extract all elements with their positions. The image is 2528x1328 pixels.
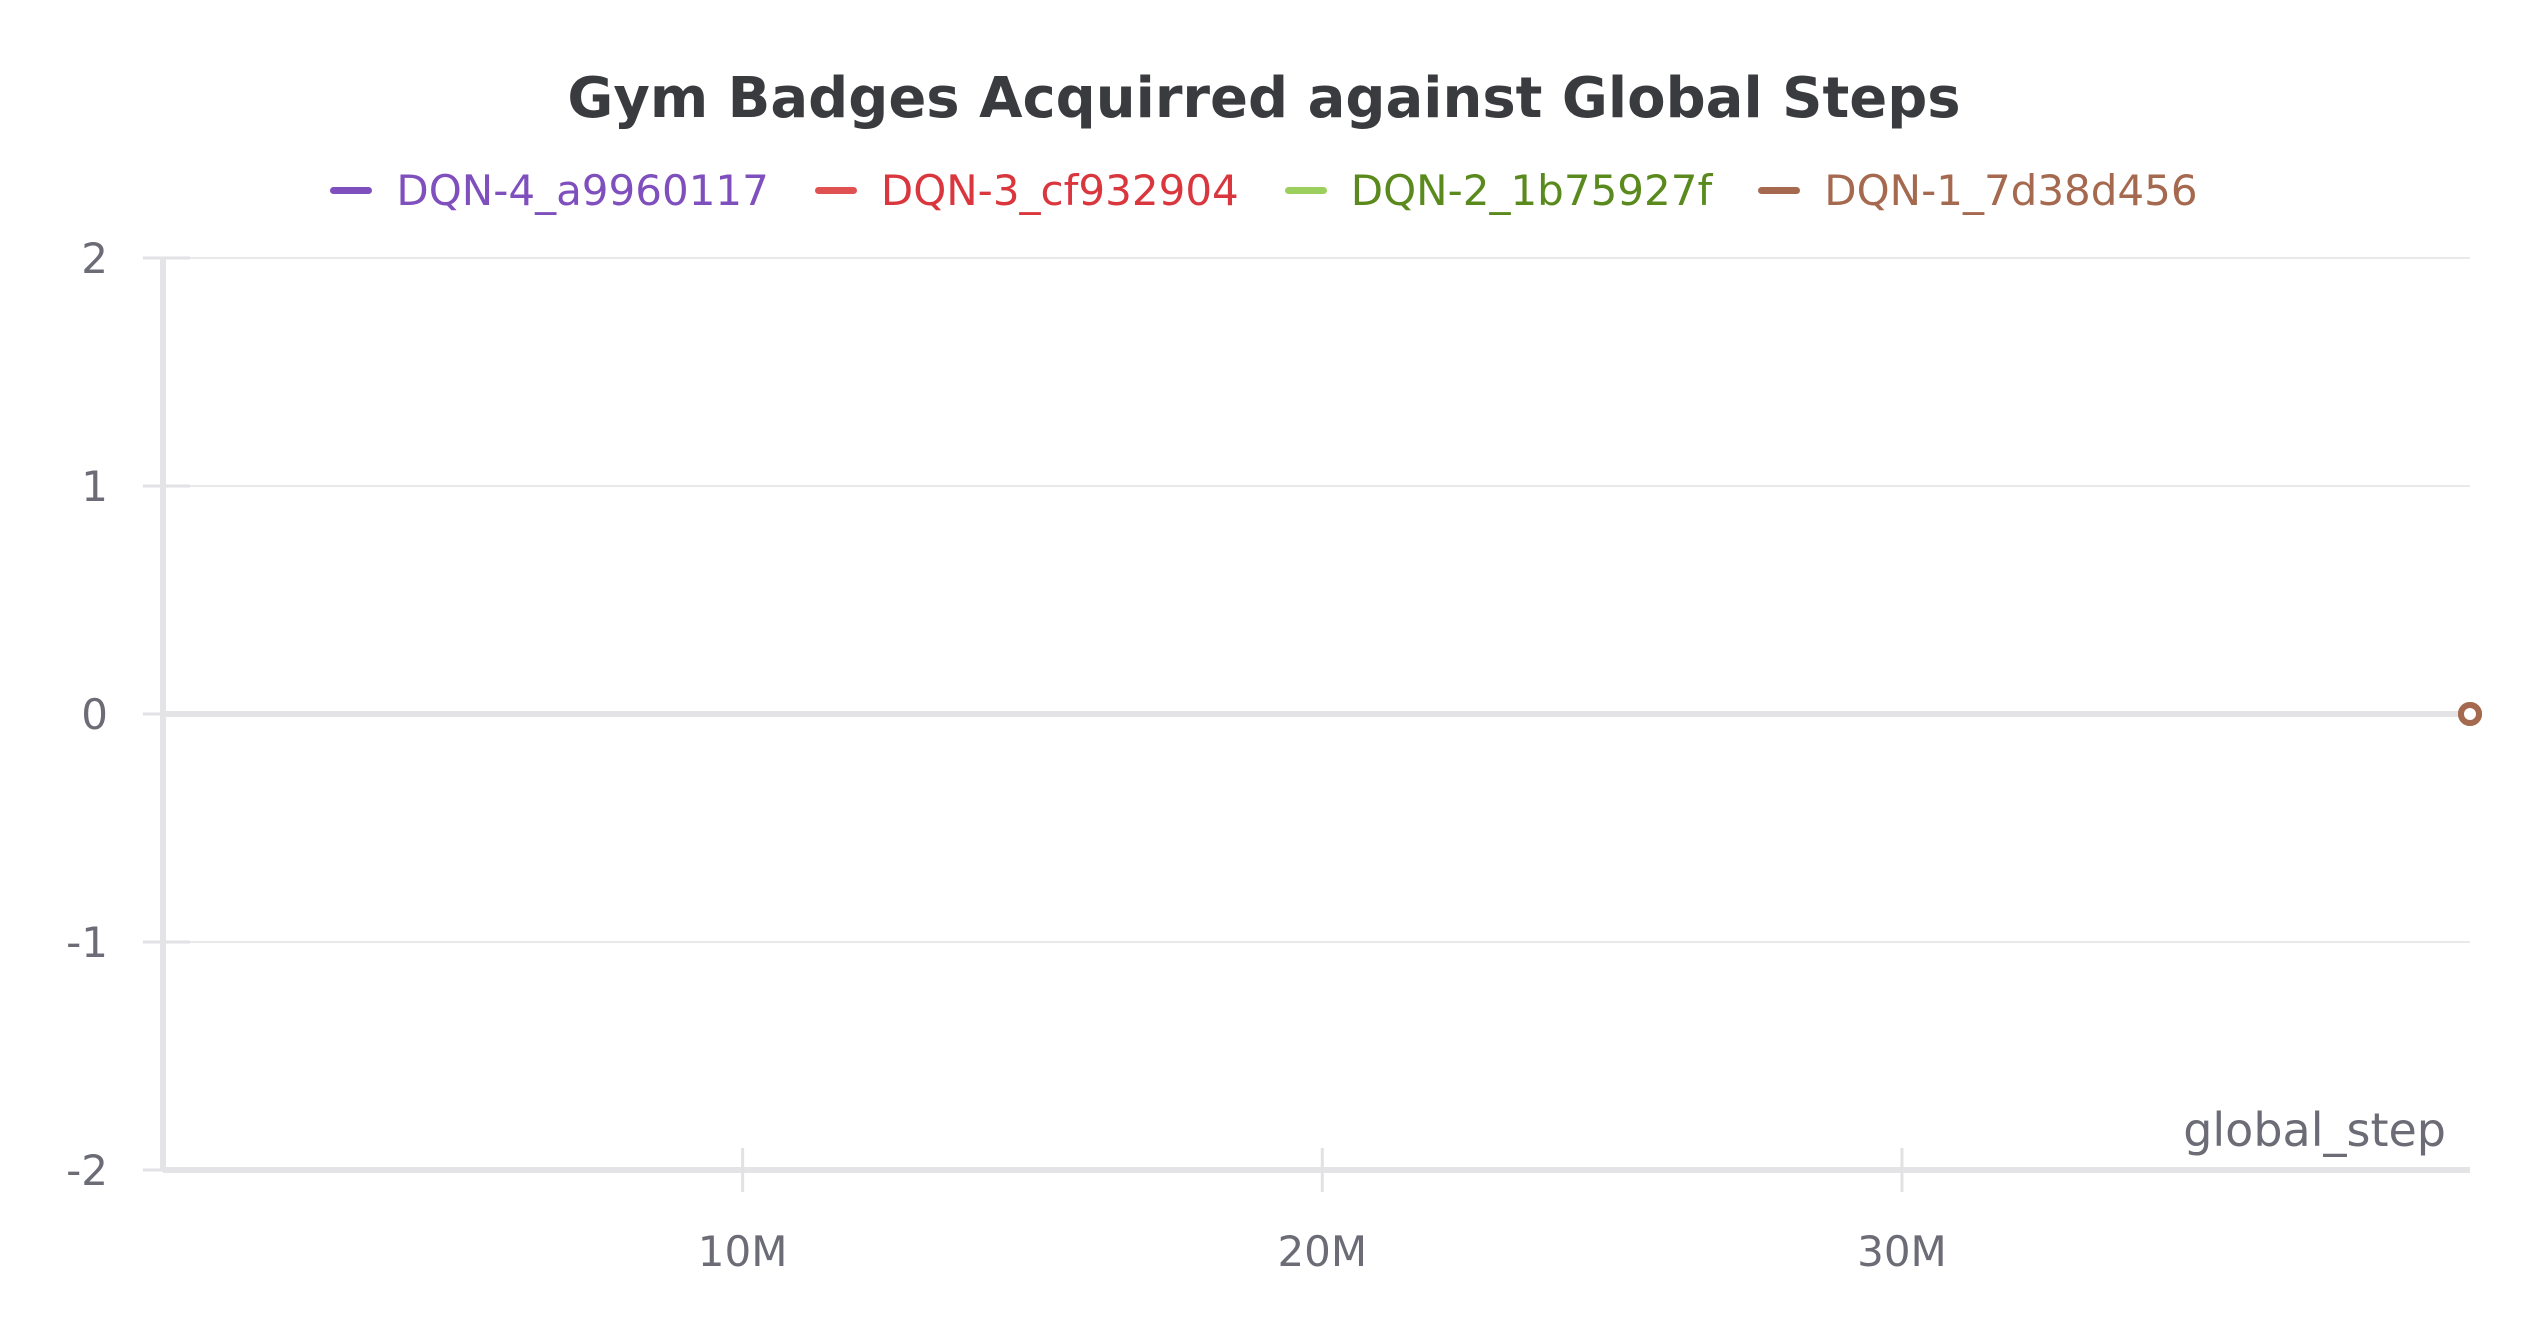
series-endpoint-marker	[2458, 702, 2482, 726]
legend-item-dqn-3[interactable]: DQN-3_cf932904	[814, 166, 1239, 215]
chart-title: Gym Badges Acquirred against Global Step…	[567, 66, 1961, 131]
x-tick-label: 30M	[1857, 1227, 1947, 1276]
legend-swatch-dqn-1	[1758, 187, 1801, 194]
x-tick-label: 20M	[1277, 1227, 1367, 1276]
y-tick-label: 1	[81, 462, 108, 511]
y-tick-label: -1	[66, 918, 108, 967]
legend-item-dqn-2[interactable]: DQN-2_1b75927f	[1284, 166, 1713, 215]
legend-label-dqn-2: DQN-2_1b75927f	[1350, 166, 1713, 215]
y-tick-label: 2	[81, 234, 108, 283]
legend-swatch-dqn-2	[1284, 187, 1327, 194]
legend-swatch-dqn-3	[814, 187, 857, 194]
legend-label-dqn-1: DQN-1_7d38d456	[1824, 166, 2198, 215]
y-tick-label: -2	[66, 1146, 108, 1195]
y-tick-label: 0	[81, 690, 108, 739]
legend: DQN-4_a9960117 DQN-3_cf932904 DQN-2_1b75…	[0, 166, 2528, 215]
legend-swatch-dqn-4	[330, 187, 373, 194]
legend-item-dqn-4[interactable]: DQN-4_a9960117	[330, 166, 769, 215]
legend-item-dqn-1[interactable]: DQN-1_7d38d456	[1758, 166, 2198, 215]
x-tick-label: 10M	[698, 1227, 788, 1276]
x-axis-title: global_step	[2183, 1103, 2446, 1157]
legend-label-dqn-3: DQN-3_cf932904	[880, 166, 1239, 215]
legend-label-dqn-4: DQN-4_a9960117	[396, 166, 769, 215]
